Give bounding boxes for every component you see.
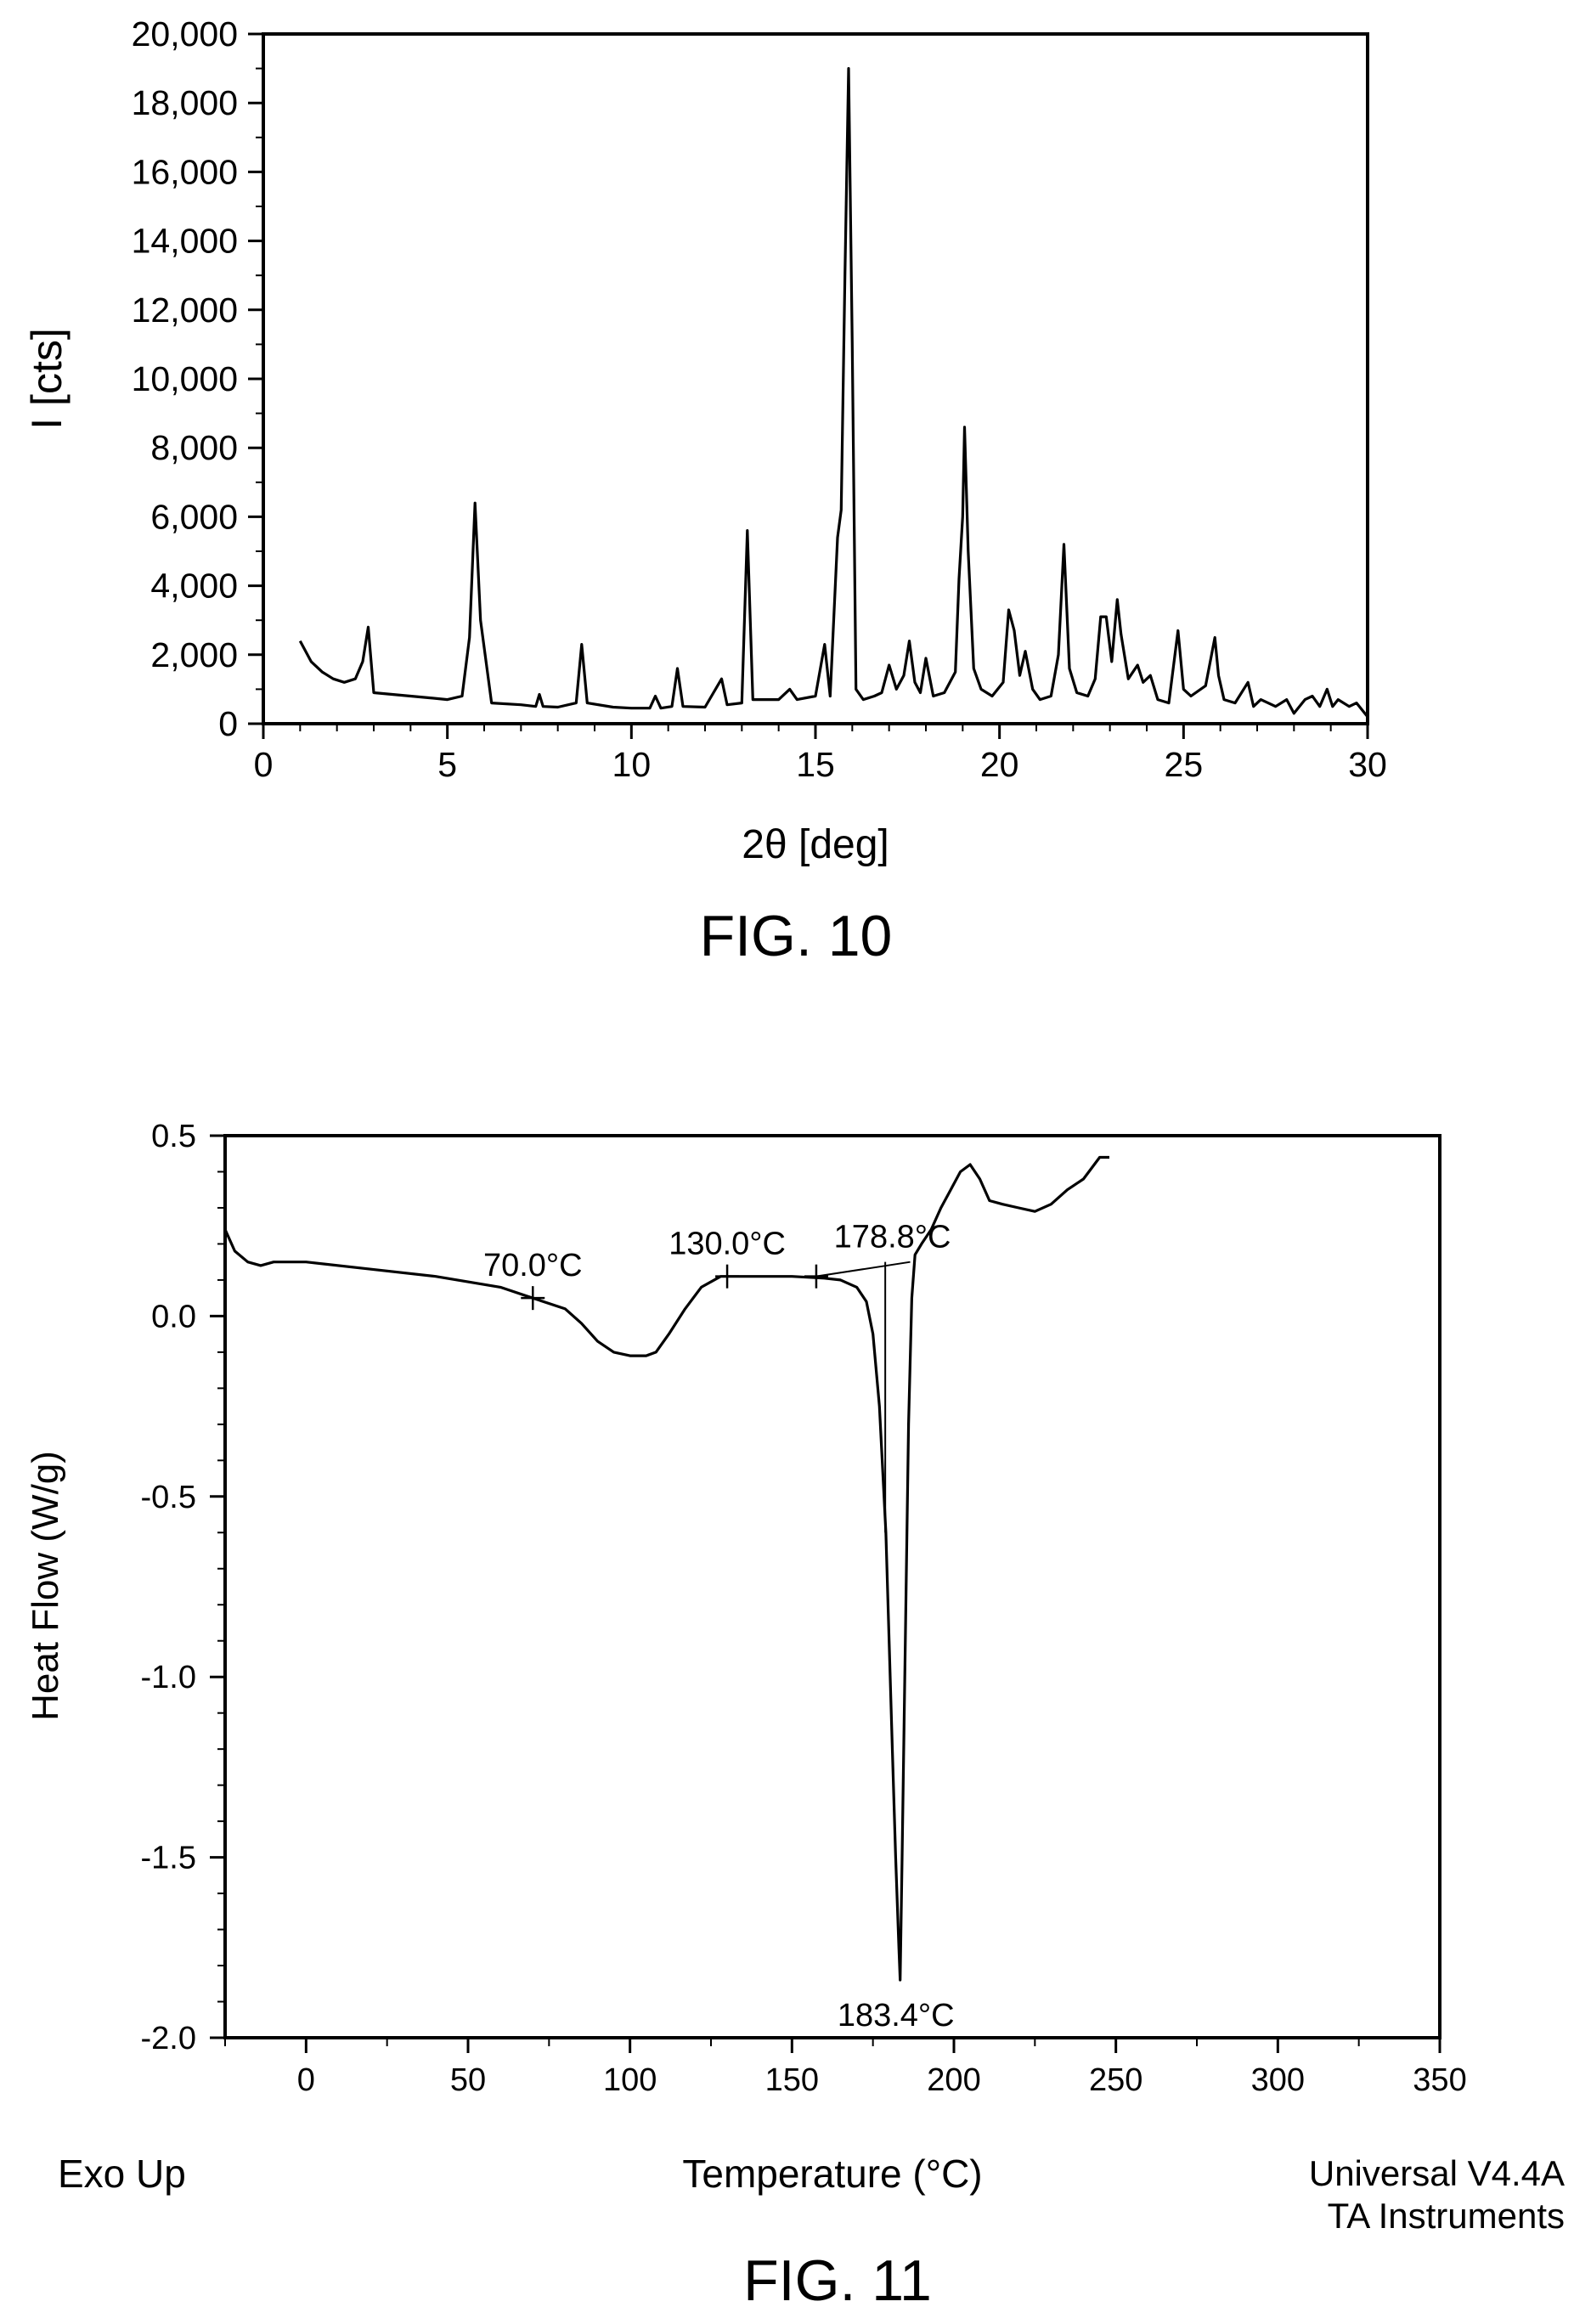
fig10-ytick-label: 10,000	[132, 359, 238, 398]
fig11-footer-left: Exo Up	[58, 2152, 186, 2196]
fig11-ytick-label: -0.5	[141, 1480, 196, 1515]
fig10-xtick-label: 0	[254, 745, 274, 784]
fig11-xtick-label: 200	[927, 2062, 980, 2098]
fig11-ytick-label: -2.0	[141, 2021, 196, 2056]
fig11-annotation-label: 183.4°C	[838, 1998, 955, 2034]
fig11-xtick-label: 250	[1089, 2062, 1142, 2098]
fig11-baseline-line	[815, 1261, 911, 1278]
fig10-tick-labels: 0 5 10 15 20 25 30 0 2,000 4,000 6,000 8,000 10,000 1…	[132, 14, 1387, 784]
fig10-plot-frame	[262, 32, 1369, 725]
fig10-xtick-label: 10	[612, 745, 652, 784]
fig10-ylabel: I [cts]	[23, 328, 71, 429]
fig11-xtick-label: 50	[450, 2062, 486, 2098]
fig10-ytick-label: 6,000	[150, 497, 238, 536]
fig11-xtick-label: 350	[1413, 2062, 1466, 2098]
fig10-ytick-label: 20,000	[132, 14, 238, 54]
fig10-ytick-label: 4,000	[150, 567, 238, 606]
fig11-xtick-label: 100	[603, 2062, 657, 2098]
fig11-tick-labels: 0 50 100 150 200 250 300 350 -2.0 -1.5 -1.0 -0.5 0.0…	[141, 1119, 1467, 2098]
fig10-xtick-label: 20	[980, 745, 1019, 784]
fig10-xtick-label: 30	[1348, 745, 1387, 784]
fig11-baselines	[815, 1261, 911, 1533]
fig11-ytick-label: 0.5	[151, 1119, 196, 1154]
fig10-ytick-label: 2,000	[150, 635, 238, 674]
fig11-annotation-label: 130.0°C	[669, 1227, 786, 1262]
fig11-ticks	[210, 1134, 1441, 2053]
fig10-ytick-label: 16,000	[132, 152, 238, 191]
fig11-ylabel: Heat Flow (W/g)	[25, 1451, 66, 1721]
fig11-chart: 0 50 100 150 200 250 300 350 -2.0 -1.5 -1.0 -0.5 0.0…	[25, 1119, 1565, 2313]
fig11-annotation-label: 178.8°C	[834, 1220, 951, 1255]
fig11-footer-right-line2: TA Instruments	[1328, 2196, 1565, 2236]
fig11-ytick-label: 0.0	[151, 1299, 196, 1334]
fig10-ytick-label: 0	[218, 704, 238, 743]
fig10-xtick-label: 15	[796, 745, 835, 784]
fig11-xtick-label: 0	[297, 2062, 315, 2098]
fig11-xtick-label: 300	[1251, 2062, 1305, 2098]
fig10-xtick-label: 25	[1165, 745, 1204, 784]
fig11-ytick-label: -1.5	[141, 1841, 196, 1876]
fig11-footer-right-line1: Universal V4.4A	[1309, 2153, 1565, 2193]
fig11-caption: FIG. 11	[743, 2248, 932, 2313]
fig10-ticks	[248, 32, 1369, 739]
fig10-xtick-label: 5	[437, 745, 457, 784]
fig11-annotations: 70.0°C 130.0°C 178.8°C 183.4°C	[483, 1220, 955, 2034]
fig11-annotation-label: 70.0°C	[483, 1248, 583, 1283]
fig11-ytick-label: -1.0	[141, 1660, 196, 1695]
fig10-ytick-label: 8,000	[150, 428, 238, 467]
fig10-series-line	[298, 67, 1369, 718]
fig10-chart: 0 5 10 15 20 25 30 0 2,000 4,000 6,000 8,000 10,000 1…	[23, 14, 1387, 968]
fig11-series-line	[223, 1155, 1109, 1982]
fig10-ytick-label: 14,000	[132, 222, 238, 261]
fig10-ytick-label: 18,000	[132, 83, 238, 122]
fig10-caption: FIG. 10	[700, 904, 893, 968]
fig10-xlabel: 2θ [deg]	[742, 822, 889, 867]
fig11-plot-frame	[223, 1134, 1441, 2039]
fig11-xtick-label: 150	[765, 2062, 819, 2098]
fig11-xlabel: Temperature (°C)	[682, 2152, 982, 2196]
fig10-ytick-label: 12,000	[132, 290, 238, 330]
